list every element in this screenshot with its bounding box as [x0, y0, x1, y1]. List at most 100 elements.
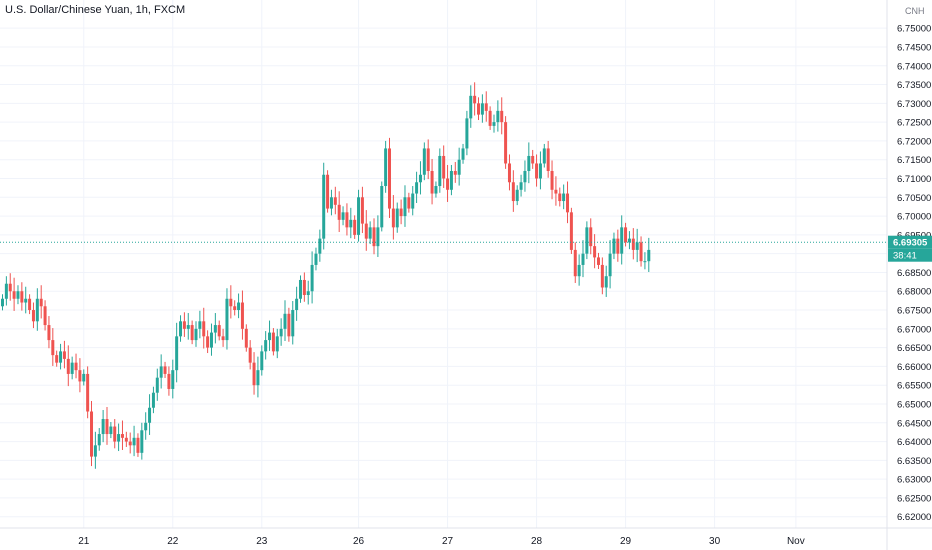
- candle-body: [93, 445, 97, 457]
- candle-body: [186, 325, 190, 329]
- price-tick-label: 6.64500: [897, 418, 931, 429]
- price-tick-label: 6.66000: [897, 362, 931, 373]
- candle-body: [577, 264, 581, 277]
- candle-body: [593, 246, 597, 258]
- time-tick-label: 28: [531, 536, 543, 547]
- candle-body: [569, 212, 573, 250]
- candle-body: [182, 321, 186, 329]
- candle-body: [345, 212, 349, 228]
- candle-body: [179, 321, 183, 337]
- candle-body: [74, 362, 78, 371]
- candle-body: [407, 197, 411, 209]
- candle-body: [268, 332, 272, 341]
- candle-body: [20, 291, 24, 303]
- price-tick-label: 6.70000: [897, 212, 931, 223]
- candle-body: [457, 159, 461, 175]
- candle-body: [635, 242, 639, 250]
- candle-body: [492, 122, 496, 126]
- candle-body: [364, 223, 368, 239]
- candle-body: [604, 276, 608, 288]
- candle-body: [70, 362, 74, 374]
- price-tick-label: 6.62500: [897, 493, 931, 504]
- candle-body: [434, 186, 438, 194]
- candle-body: [384, 148, 388, 187]
- candle-body: [546, 148, 550, 171]
- candle-body: [229, 298, 233, 307]
- candle-body: [209, 332, 213, 348]
- candle-body: [542, 148, 546, 164]
- candle-body: [252, 362, 256, 386]
- price-tick-label: 6.70500: [897, 193, 931, 204]
- candle-series: [1, 82, 651, 469]
- candle-body: [496, 110, 500, 123]
- candle-body: [368, 227, 372, 239]
- candle-body: [101, 419, 105, 435]
- candle-body: [105, 419, 109, 435]
- candle-body: [155, 377, 159, 393]
- time-axis[interactable]: 21 22 23 26 27 28 29 30 Nov: [0, 527, 932, 547]
- candle-body: [237, 302, 241, 311]
- candle-body: [120, 434, 124, 438]
- candle-body: [585, 227, 589, 254]
- candle-body: [562, 193, 566, 202]
- candle-body: [616, 238, 620, 254]
- price-tick-label: 6.62000: [897, 512, 931, 523]
- price-tick-label: 6.68000: [897, 287, 931, 298]
- candle-body: [194, 328, 198, 341]
- candle-body: [78, 370, 82, 382]
- countdown-badge: [888, 248, 932, 262]
- price-tick-label: 6.64000: [897, 437, 931, 448]
- candle-body: [527, 155, 531, 171]
- candle-body: [473, 95, 477, 104]
- candle-body: [248, 347, 252, 363]
- candle-body: [465, 118, 469, 149]
- time-tick-label: 29: [620, 536, 632, 547]
- countdown-label: 38:41: [893, 251, 917, 262]
- candle-body: [47, 325, 51, 341]
- candle-body: [426, 148, 430, 171]
- candle-body: [500, 110, 504, 123]
- candle-body: [411, 193, 415, 209]
- candle-body: [39, 298, 43, 307]
- time-tick-label: 30: [709, 536, 721, 547]
- candle-body: [82, 373, 86, 382]
- candle-body: [1, 298, 4, 307]
- candle-body: [51, 340, 55, 356]
- candle-body: [206, 336, 210, 348]
- candle-body: [244, 328, 248, 348]
- price-axis[interactable]: 6.62000 6.62500 6.63000 6.63500 6.64000 6.645…: [886, 0, 932, 550]
- time-tick-label: 23: [256, 536, 268, 547]
- price-tick-label: 6.73500: [897, 80, 931, 91]
- candle-body: [620, 227, 624, 254]
- price-tick-label: 6.63500: [897, 456, 931, 467]
- candle-body: [333, 197, 337, 205]
- candle-body: [403, 197, 407, 217]
- candle-body: [225, 298, 229, 341]
- candle-body: [291, 310, 295, 337]
- candle-body: [523, 170, 527, 183]
- candle-body: [538, 163, 542, 179]
- candle-body: [12, 291, 16, 299]
- candle-body: [175, 336, 179, 371]
- candle-body: [306, 291, 310, 296]
- candle-body: [295, 298, 299, 311]
- candle-body: [507, 163, 511, 183]
- candle-body: [337, 204, 341, 220]
- candle-body: [360, 197, 364, 224]
- candle-body: [318, 238, 322, 254]
- chart-title: U.S. Dollar/Chinese Yuan, 1h, FXCM: [5, 4, 186, 16]
- candle-body: [349, 219, 353, 228]
- candle-body: [260, 351, 264, 371]
- candle-body: [151, 392, 155, 408]
- price-tick-label: 6.73000: [897, 99, 931, 110]
- candle-body: [469, 95, 473, 119]
- candle-body: [55, 355, 59, 363]
- candle-body: [302, 279, 306, 296]
- candle-body: [461, 148, 465, 160]
- candle-body: [480, 103, 484, 115]
- candle-body: [287, 313, 291, 337]
- candle-body: [353, 219, 357, 235]
- candle-body: [511, 182, 515, 202]
- candle-body: [554, 189, 558, 194]
